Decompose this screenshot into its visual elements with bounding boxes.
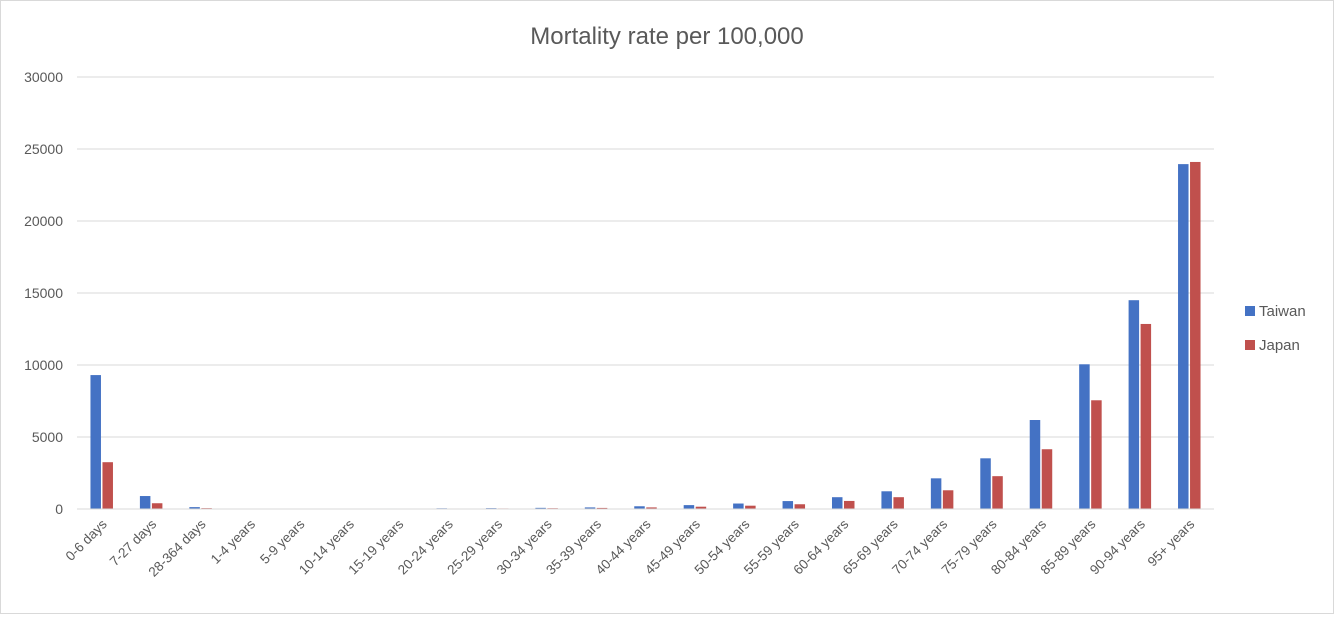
y-tick-label: 15000	[24, 285, 63, 301]
x-tick-label: 1-4 years	[208, 516, 259, 567]
x-tick-label: 5-9 years	[257, 516, 308, 567]
bars	[90, 162, 1200, 509]
bar-japan-16	[893, 497, 904, 509]
bar-taiwan-21	[1129, 300, 1140, 509]
gridlines	[77, 77, 1214, 509]
bar-taiwan-0	[90, 375, 101, 509]
bar-japan-19	[1042, 449, 1053, 509]
bar-japan-15	[844, 501, 855, 509]
legend-label-taiwan: Taiwan	[1259, 303, 1306, 320]
y-tick-label: 0	[55, 501, 63, 517]
bar-japan-0	[102, 462, 113, 509]
legend: Taiwan Japan	[1245, 303, 1306, 354]
bar-japan-18	[992, 476, 1003, 509]
bar-taiwan-20	[1079, 364, 1090, 509]
y-axis: 0 5000 10000 15000 20000 25000 30000	[24, 69, 63, 517]
bar-taiwan-13	[733, 504, 744, 509]
bar-taiwan-14	[783, 501, 794, 509]
x-tick-label: 7-27 days	[107, 516, 160, 569]
x-tick-label: 95+ years	[1145, 516, 1198, 569]
y-tick-label: 10000	[24, 357, 63, 373]
bar-taiwan-19	[1030, 420, 1041, 509]
chart-title: Mortality rate per 100,000	[530, 23, 803, 50]
bar-taiwan-22	[1178, 164, 1189, 509]
legend-label-japan: Japan	[1259, 337, 1300, 354]
bar-japan-1	[152, 503, 163, 509]
x-tick-label: 0-6 days	[63, 516, 110, 563]
bar-japan-21	[1141, 324, 1152, 509]
bar-japan-17	[943, 490, 954, 509]
bar-taiwan-1	[140, 496, 151, 509]
bar-japan-20	[1091, 400, 1102, 509]
bar-taiwan-17	[931, 478, 942, 509]
legend-swatch-japan	[1245, 340, 1255, 350]
y-tick-label: 25000	[24, 141, 63, 157]
bar-japan-22	[1190, 162, 1201, 509]
bar-japan-14	[795, 504, 806, 509]
legend-swatch-taiwan	[1245, 306, 1255, 316]
bar-taiwan-16	[881, 491, 892, 509]
bar-taiwan-12	[684, 505, 695, 509]
y-tick-label: 5000	[32, 429, 63, 445]
bar-taiwan-18	[980, 458, 991, 509]
y-tick-label: 20000	[24, 213, 63, 229]
y-tick-label: 30000	[24, 69, 63, 85]
bar-taiwan-15	[832, 497, 843, 509]
